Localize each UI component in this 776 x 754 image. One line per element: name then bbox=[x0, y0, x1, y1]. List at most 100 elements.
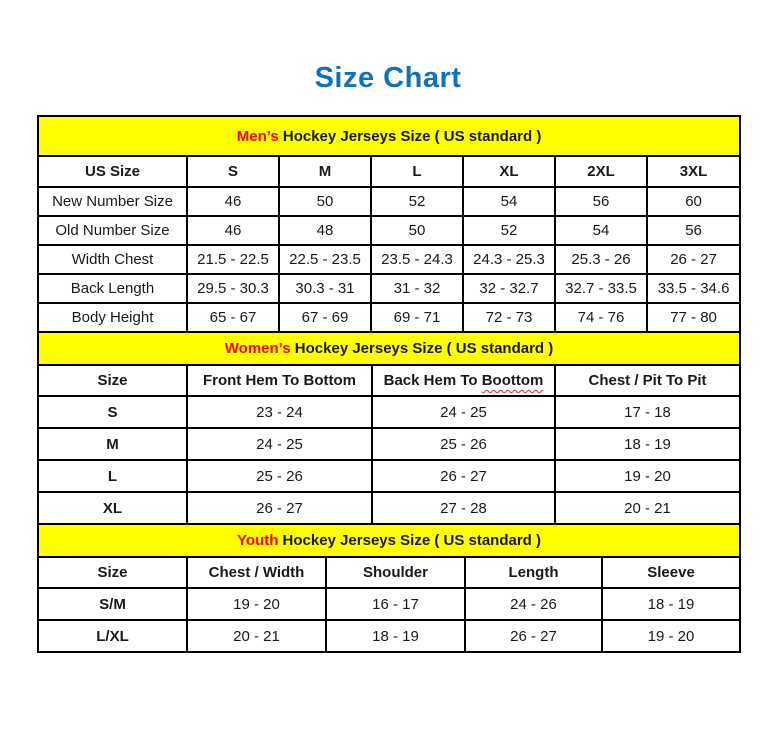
women-row-label: L bbox=[37, 459, 188, 493]
women-value-cell: 23 - 24 bbox=[186, 395, 373, 429]
youth-size-table: Youth Hockey Jerseys Size ( US standard … bbox=[36, 523, 742, 653]
women-value-cell: 20 - 21 bbox=[553, 491, 742, 525]
womens-section-title: Hockey Jerseys Size ( US standard ) bbox=[290, 340, 554, 357]
men-table-row: Back Length 29.5 - 30.3 30.3 - 31 31 - 32 32… bbox=[37, 273, 742, 304]
women-value-cell: 19 - 20 bbox=[553, 459, 742, 493]
women-column-header: Back Hem To Boottom bbox=[371, 364, 556, 397]
misspelled-word: Boottom bbox=[481, 372, 544, 389]
men-table-row: Old Number Size 46 48 50 52 54 56 bbox=[37, 215, 742, 246]
men-row-label: Body Height bbox=[37, 302, 188, 333]
men-value-cell: 31 - 32 bbox=[370, 273, 464, 304]
women-value-cell: 17 - 18 bbox=[553, 395, 742, 429]
men-value-cell: 21.5 - 22.5 bbox=[186, 244, 280, 275]
mens-column-header-row: US Size S M L XL 2XL 3XL bbox=[37, 155, 742, 188]
women-value-cell: 27 - 28 bbox=[371, 491, 556, 525]
men-table-row: New Number Size 46 50 52 54 56 60 bbox=[37, 186, 742, 217]
youth-table-body: S/M 19 - 20 16 - 17 24 - 26 18 - 19 L/XL 20 - … bbox=[37, 587, 742, 653]
men-value-cell: 48 bbox=[278, 215, 372, 246]
men-value-cell: 32.7 - 33.5 bbox=[554, 273, 648, 304]
men-value-cell: 50 bbox=[278, 186, 372, 217]
mens-section-row: Men’s Hockey Jerseys Size ( US standard … bbox=[36, 115, 742, 157]
men-value-cell: 26 - 27 bbox=[645, 244, 742, 275]
men-value-cell: 56 bbox=[645, 215, 742, 246]
men-value-cell: 56 bbox=[554, 186, 648, 217]
women-row-label: S bbox=[37, 395, 188, 429]
men-column-header: 2XL bbox=[554, 155, 648, 188]
men-value-cell: 54 bbox=[554, 215, 648, 246]
men-value-cell: 30.3 - 31 bbox=[278, 273, 372, 304]
men-row-label: Old Number Size bbox=[37, 215, 188, 246]
mens-section-prefix: Men’s bbox=[236, 127, 279, 145]
women-value-cell: 26 - 27 bbox=[186, 491, 373, 525]
men-value-cell: 46 bbox=[186, 186, 280, 217]
women-value-cell: 24 - 25 bbox=[371, 395, 556, 429]
men-column-header: M bbox=[278, 155, 372, 188]
women-column-header: Size bbox=[37, 364, 188, 397]
men-value-cell: 46 bbox=[186, 215, 280, 246]
women-value-cell: 25 - 26 bbox=[371, 427, 556, 461]
youth-column-header: Chest / Width bbox=[186, 556, 327, 589]
men-value-cell: 72 - 73 bbox=[462, 302, 556, 333]
youth-value-cell: 18 - 19 bbox=[325, 619, 466, 653]
youth-column-header: Size bbox=[37, 556, 188, 589]
mens-section-header: Men’s Hockey Jerseys Size ( US standard … bbox=[36, 115, 742, 157]
men-value-cell: 77 - 80 bbox=[645, 302, 742, 333]
men-value-cell: 23.5 - 24.3 bbox=[370, 244, 464, 275]
men-row-label: New Number Size bbox=[37, 186, 188, 217]
youth-value-cell: 19 - 20 bbox=[186, 587, 327, 621]
mens-size-table: Men’s Hockey Jerseys Size ( US standard … bbox=[36, 115, 742, 333]
men-row-label: Back Length bbox=[37, 273, 188, 304]
women-table-row: S 23 - 24 24 - 25 17 - 18 bbox=[37, 395, 742, 429]
youth-value-cell: 24 - 26 bbox=[464, 587, 603, 621]
mens-table-body: New Number Size 46 50 52 54 56 60 Old Number Si… bbox=[37, 186, 742, 333]
men-value-cell: 65 - 67 bbox=[186, 302, 280, 333]
women-table-row: M 24 - 25 25 - 26 18 - 19 bbox=[37, 427, 742, 461]
youth-table-row: L/XL 20 - 21 18 - 19 26 - 27 19 - 20 bbox=[37, 619, 742, 653]
men-value-cell: 33.5 - 34.6 bbox=[645, 273, 742, 304]
men-value-cell: 32 - 32.7 bbox=[462, 273, 556, 304]
womens-table-body: S 23 - 24 24 - 25 17 - 18 M 24 - 25 25 - 26 18 … bbox=[37, 395, 742, 525]
men-value-cell: 60 bbox=[645, 186, 742, 217]
women-value-cell: 26 - 27 bbox=[371, 459, 556, 493]
youth-row-label: L/XL bbox=[37, 619, 188, 653]
men-column-header: XL bbox=[462, 155, 556, 188]
women-row-label: M bbox=[37, 427, 188, 461]
men-value-cell: 29.5 - 30.3 bbox=[186, 273, 280, 304]
men-value-cell: 74 - 76 bbox=[554, 302, 648, 333]
men-column-header: L bbox=[370, 155, 464, 188]
youth-column-header: Sleeve bbox=[600, 556, 742, 589]
youth-value-cell: 26 - 27 bbox=[464, 619, 603, 653]
mens-section-title: Hockey Jerseys Size ( US standard ) bbox=[278, 127, 542, 145]
men-column-header: 3XL bbox=[645, 155, 742, 188]
men-value-cell: 52 bbox=[462, 215, 556, 246]
youth-column-header: Shoulder bbox=[325, 556, 466, 589]
youth-column-header: Length bbox=[464, 556, 603, 589]
women-value-cell: 25 - 26 bbox=[186, 459, 373, 493]
page-title: Size Chart bbox=[314, 62, 462, 94]
women-table-row: L 25 - 26 26 - 27 19 - 20 bbox=[37, 459, 742, 493]
womens-section-prefix: Women’s bbox=[224, 340, 291, 357]
youth-section-title: Hockey Jerseys Size ( US standard ) bbox=[278, 532, 542, 549]
women-table-row: XL 26 - 27 27 - 28 20 - 21 bbox=[37, 491, 742, 525]
women-column-header: Chest / Pit To Pit bbox=[553, 364, 742, 397]
men-value-cell: 54 bbox=[462, 186, 556, 217]
womens-column-header-row: Size Front Hem To Bottom Back Hem To Boott… bbox=[37, 364, 742, 397]
men-column-header: S bbox=[186, 155, 280, 188]
men-value-cell: 25.3 - 26 bbox=[554, 244, 648, 275]
men-value-cell: 69 - 71 bbox=[370, 302, 464, 333]
women-value-cell: 24 - 25 bbox=[186, 427, 373, 461]
men-value-cell: 24.3 - 25.3 bbox=[462, 244, 556, 275]
youth-row-label: S/M bbox=[37, 587, 188, 621]
size-chart: Men’s Hockey Jerseys Size ( US standard … bbox=[36, 115, 742, 653]
youth-value-cell: 19 - 20 bbox=[600, 619, 742, 653]
youth-value-cell: 16 - 17 bbox=[325, 587, 466, 621]
youth-section-prefix: Youth bbox=[237, 532, 279, 549]
women-row-label: XL bbox=[37, 491, 188, 525]
men-value-cell: 50 bbox=[370, 215, 464, 246]
women-value-cell: 18 - 19 bbox=[553, 427, 742, 461]
womens-section-header: Women’s Hockey Jerseys Size ( US standar… bbox=[36, 331, 742, 366]
men-value-cell: 52 bbox=[370, 186, 464, 217]
men-value-cell: 67 - 69 bbox=[278, 302, 372, 333]
men-column-header: US Size bbox=[37, 155, 188, 188]
youth-value-cell: 20 - 21 bbox=[186, 619, 327, 653]
